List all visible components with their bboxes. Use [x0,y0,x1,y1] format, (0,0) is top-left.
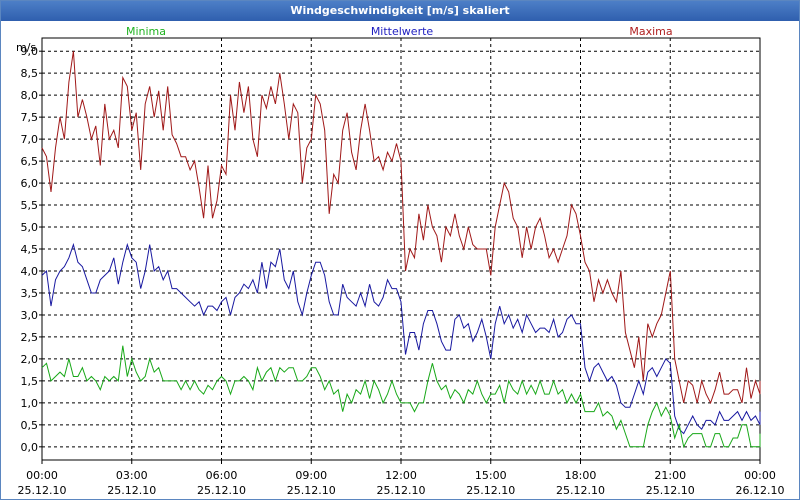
y-tick-label: 3,5 [21,287,39,300]
y-tick-label: 6,0 [21,177,39,190]
y-tick-label: 0,5 [21,419,39,432]
series-line-maxima [41,51,761,405]
x-tick-time: 15:00 [475,469,507,482]
y-tick-label: 1,5 [21,375,39,388]
y-tick-label: 4,0 [21,265,39,278]
x-tick-date: 25.12.10 [18,484,67,497]
y-axis: 0,0 0,5 1,0 1,5 2,0 2,5 3,0 3,5 4,0 4,5 5,0 5,5 6,0 6… [21,45,42,454]
y-tick-label: 2,5 [21,331,39,344]
legend-item-minima: Minima [126,25,166,38]
series-line-minima [41,345,761,449]
x-tick-time: 12:00 [385,469,417,482]
x-tick-date: 25.12.10 [287,484,336,497]
legend-item-mittelwerte: Mittelwerte [371,25,434,38]
y-tick-label: 7,0 [21,133,39,146]
x-tick-date: 25.12.10 [377,484,426,497]
x-tick-time: 00:00 [26,469,58,482]
series-line-mittelwerte [41,242,761,435]
y-tick-label: 7,5 [21,111,39,124]
x-tick-date: 25.12.10 [646,484,695,497]
x-tick-time: 09:00 [295,469,327,482]
y-tick-label: 5,0 [21,221,39,234]
y-axis-label: m/s [16,41,36,54]
x-tick-date: 25.12.10 [556,484,605,497]
legend-item-maxima: Maxima [629,25,672,38]
x-tick-date: 25.12.10 [466,484,515,497]
y-tick-label: 8,5 [21,67,39,80]
y-tick-label: 9,0 [21,45,39,58]
series-layer [41,51,761,449]
x-tick-time: 03:00 [116,469,148,482]
legend: Minima Mittelwerte Maxima [126,25,673,38]
y-tick-label: 0,0 [21,441,39,454]
y-tick-label: 6,5 [21,155,39,168]
y-tick-label: 5,5 [21,199,39,212]
x-tick-time: 18:00 [565,469,597,482]
y-tick-label: 4,5 [21,243,39,256]
x-tick-date: 25.12.10 [197,484,246,497]
x-tick-time: 06:00 [206,469,238,482]
x-axis: 00:00 25.12.10 03:00 25.12.10 06:00 25.12.10 0… [18,460,785,497]
y-tick-label: 8,0 [21,89,39,102]
grid [42,38,760,460]
x-tick-time: 21:00 [654,469,686,482]
y-tick-label: 1,0 [21,397,39,410]
x-tick-date: 26.12.10 [736,484,785,497]
y-tick-label: 3,0 [21,309,39,322]
chart-title: Windgeschwindigkeit [m/s] skaliert [1,1,799,21]
y-tick-label: 2,0 [21,353,39,366]
x-tick-date: 25.12.10 [107,484,156,497]
x-tick-time: 00:00 [744,469,776,482]
